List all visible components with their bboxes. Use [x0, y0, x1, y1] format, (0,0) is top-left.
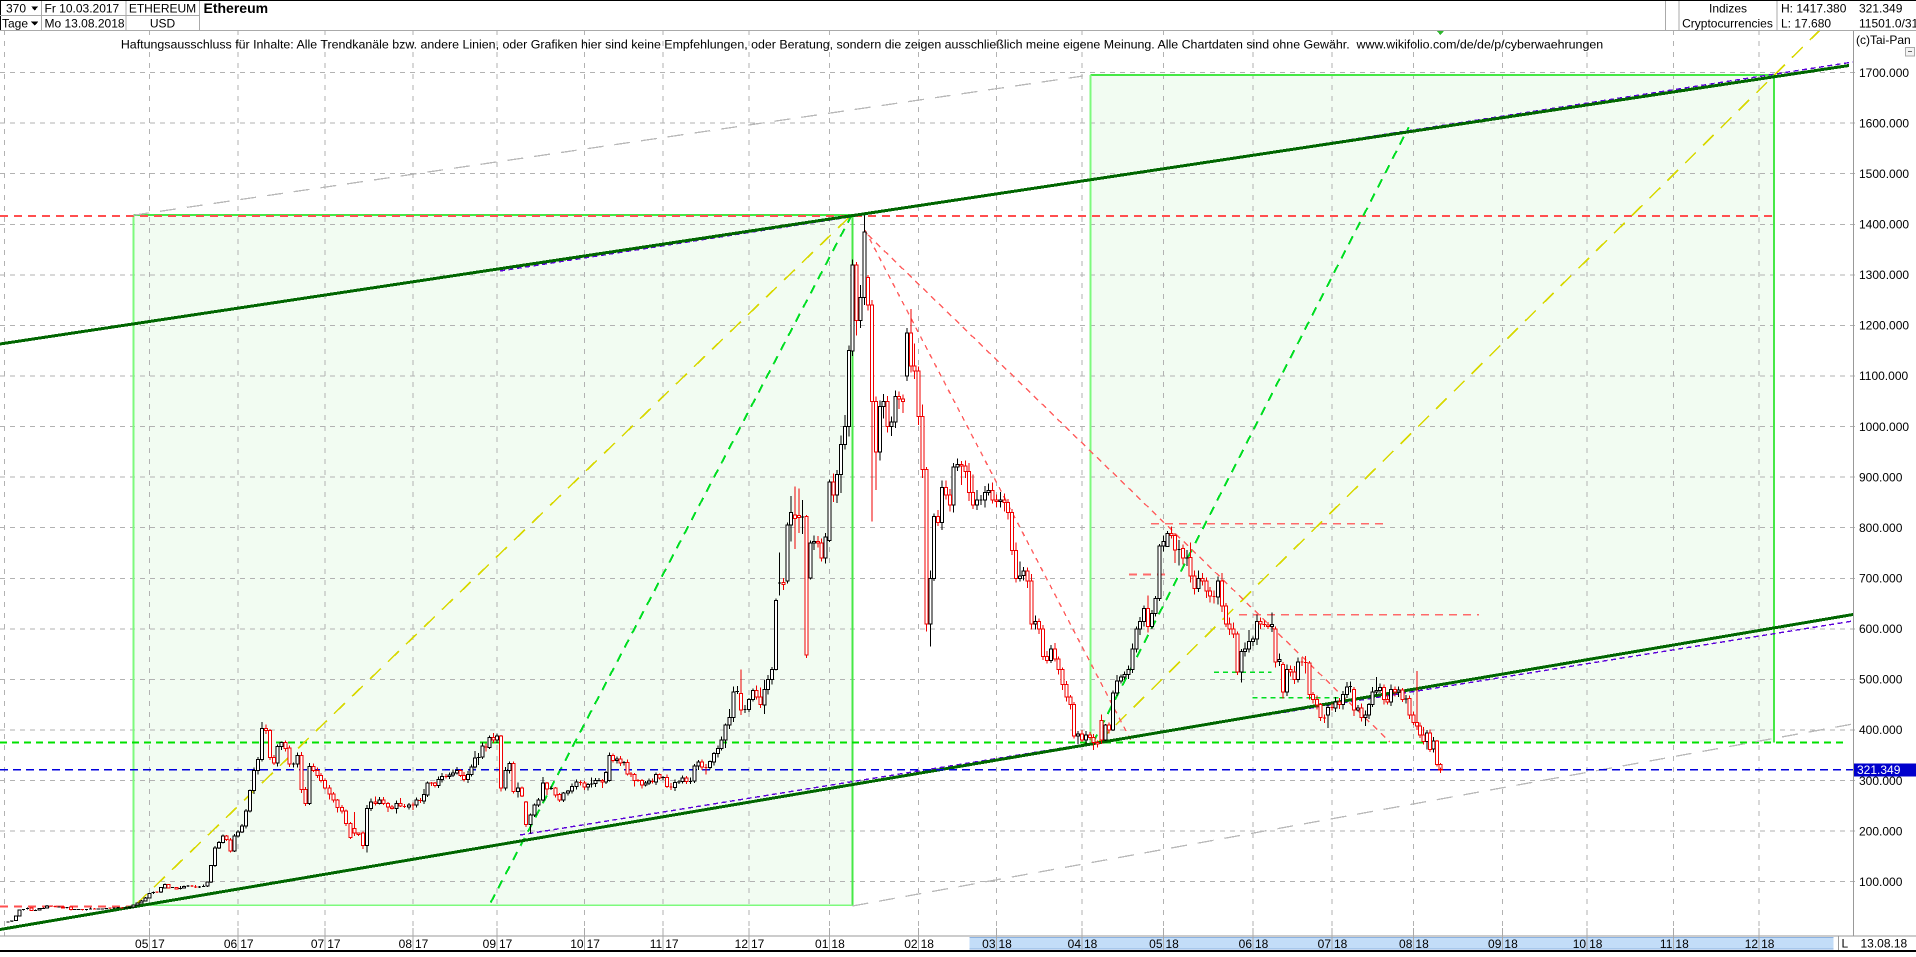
svg-text:1700.000: 1700.000	[1859, 66, 1909, 80]
svg-text:07: 07	[1318, 937, 1332, 951]
svg-text:11: 11	[1660, 937, 1673, 951]
svg-text:11501.0/31: 11501.0/31	[1859, 17, 1916, 31]
svg-text:17: 17	[751, 937, 765, 951]
svg-text:Indizes: Indizes	[1709, 2, 1747, 16]
svg-text:17: 17	[151, 937, 165, 951]
svg-text:18: 18	[1504, 937, 1518, 951]
svg-text:18: 18	[1334, 937, 1348, 951]
svg-text:09: 09	[1488, 937, 1502, 951]
svg-text:1600.000: 1600.000	[1859, 116, 1909, 130]
svg-text:08: 08	[399, 937, 413, 951]
svg-text:900.000: 900.000	[1859, 470, 1903, 484]
svg-text:L: L	[1842, 937, 1849, 951]
svg-text:10: 10	[1573, 937, 1587, 951]
svg-text:1000.000: 1000.000	[1859, 420, 1909, 434]
svg-text:05: 05	[1149, 937, 1163, 951]
svg-text:321.349: 321.349	[1859, 2, 1903, 16]
svg-text:11: 11	[650, 937, 663, 951]
svg-text:01: 01	[815, 937, 829, 951]
svg-text:18: 18	[831, 937, 845, 951]
svg-text:100.000: 100.000	[1859, 875, 1903, 889]
svg-text:05: 05	[135, 937, 149, 951]
svg-text:370: 370	[6, 2, 26, 16]
svg-text:800.000: 800.000	[1859, 521, 1903, 535]
svg-text:18: 18	[1675, 937, 1689, 951]
svg-text:300.000: 300.000	[1859, 774, 1903, 788]
svg-text:12: 12	[1745, 937, 1759, 951]
svg-text:18: 18	[1761, 937, 1775, 951]
svg-text:17: 17	[240, 937, 254, 951]
svg-text:600.000: 600.000	[1859, 622, 1903, 636]
svg-text:08: 08	[1399, 937, 1413, 951]
svg-text:1100.000: 1100.000	[1859, 369, 1908, 383]
svg-text:07: 07	[311, 937, 325, 951]
svg-text:09: 09	[483, 937, 497, 951]
svg-text:17: 17	[665, 937, 679, 951]
svg-text:(c)Tai-Pan: (c)Tai-Pan	[1856, 33, 1911, 47]
svg-text:Haftungsausschluss für Inhalte: Haftungsausschluss für Inhalte: Alle Tre…	[121, 38, 1603, 52]
svg-text:18: 18	[1255, 937, 1269, 951]
svg-text:18: 18	[999, 937, 1013, 951]
svg-text:H: 1417.380: H: 1417.380	[1781, 2, 1847, 16]
svg-text:12: 12	[735, 937, 749, 951]
svg-text:18: 18	[1415, 937, 1429, 951]
svg-text:18: 18	[921, 937, 935, 951]
svg-text:1200.000: 1200.000	[1859, 319, 1909, 333]
svg-text:Cryptocurrencies: Cryptocurrencies	[1682, 17, 1773, 31]
svg-text:17: 17	[499, 937, 513, 951]
svg-text:1300.000: 1300.000	[1859, 268, 1909, 282]
svg-text:200.000: 200.000	[1859, 824, 1903, 838]
svg-text:1500.000: 1500.000	[1859, 167, 1909, 181]
svg-text:18: 18	[1589, 937, 1603, 951]
svg-text:Tage: Tage	[2, 17, 28, 31]
svg-text:ETHEREUM: ETHEREUM	[129, 2, 196, 16]
svg-text:Mo 13.08.2018: Mo 13.08.2018	[45, 17, 125, 31]
svg-text:10: 10	[570, 937, 584, 951]
svg-text:18: 18	[1084, 937, 1098, 951]
svg-text:13.08.18: 13.08.18	[1861, 937, 1908, 951]
svg-text:17: 17	[327, 937, 341, 951]
svg-text:18: 18	[1166, 937, 1180, 951]
svg-text:17: 17	[587, 937, 601, 951]
svg-text:04: 04	[1068, 937, 1082, 951]
svg-text:L: 17.680: L: 17.680	[1781, 17, 1831, 31]
svg-text:Ethereum: Ethereum	[204, 0, 269, 16]
svg-text:17: 17	[415, 937, 429, 951]
svg-text:USD: USD	[150, 17, 176, 31]
svg-text:700.000: 700.000	[1859, 572, 1903, 586]
svg-text:06: 06	[224, 937, 238, 951]
svg-text:03: 03	[982, 937, 996, 951]
svg-text:02: 02	[904, 937, 918, 951]
svg-text:321.349: 321.349	[1857, 763, 1901, 777]
svg-text:Fr 10.03.2017: Fr 10.03.2017	[45, 2, 120, 16]
svg-text:1400.000: 1400.000	[1859, 218, 1909, 232]
svg-text:500.000: 500.000	[1859, 673, 1903, 687]
svg-text:06: 06	[1239, 937, 1253, 951]
svg-text:400.000: 400.000	[1859, 723, 1903, 737]
